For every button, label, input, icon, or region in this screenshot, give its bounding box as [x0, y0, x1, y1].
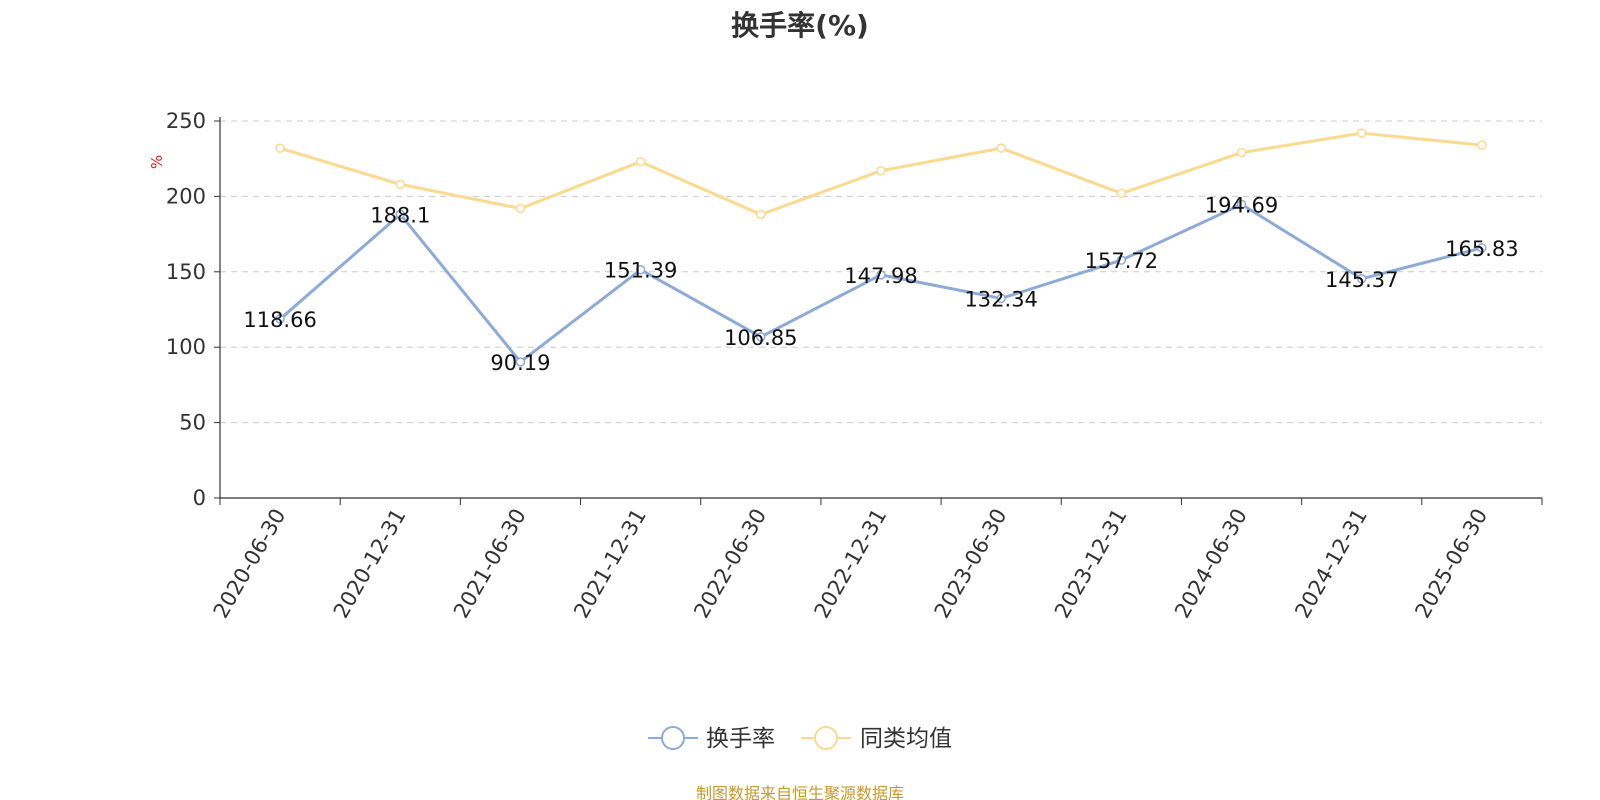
y-tick-label: 150	[166, 260, 206, 284]
x-tick-label: 2022-06-30	[689, 505, 771, 623]
legend-marker-turnover	[661, 726, 685, 750]
x-tick-label: 2020-06-30	[209, 505, 291, 623]
data-point-peer-average	[1477, 140, 1487, 150]
data-point-turnover	[395, 209, 406, 220]
legend-marker-peer-average	[814, 726, 838, 750]
legend-label-turnover: 换手率	[706, 726, 775, 752]
y-tick-label: 50	[179, 411, 206, 435]
data-point-turnover	[635, 264, 646, 275]
data-label: 194.69	[1205, 193, 1278, 217]
data-point-turnover	[756, 332, 766, 342]
data-point-peer-average	[1236, 147, 1247, 158]
y-tick-label: 200	[166, 184, 206, 208]
chart-title: 换手率(%)	[731, 9, 869, 42]
data-point-turnover	[1116, 255, 1127, 265]
data-point-peer-average	[515, 203, 526, 214]
y-tick-label: 0	[193, 486, 206, 510]
legend-label-peer-average: 同类均值	[860, 726, 952, 752]
data-label: 132.34	[964, 287, 1037, 311]
x-tick-label: 2021-12-31	[569, 505, 651, 623]
data-point-peer-average	[275, 143, 285, 153]
data-label: 165.83	[1445, 237, 1518, 261]
data-label: 106.85	[724, 326, 797, 350]
x-tick-label: 2022-12-31	[810, 505, 892, 623]
y-tick-label: 100	[166, 335, 206, 359]
y-axis-unit-label: %	[148, 155, 166, 169]
data-label: 151.39	[604, 259, 677, 283]
data-label: 118.66	[243, 308, 316, 332]
data-label: 188.1	[370, 203, 430, 227]
data-point-turnover	[876, 270, 886, 280]
data-point-turnover	[996, 293, 1006, 304]
data-label: 90.19	[490, 351, 550, 375]
x-tick-label: 2020-12-31	[329, 505, 411, 623]
data-point-turnover	[1236, 199, 1247, 210]
x-tick-label: 2023-06-30	[930, 505, 1012, 623]
data-point-turnover	[1477, 243, 1487, 253]
x-tick-label: 2023-12-31	[1050, 505, 1132, 623]
y-tick-label: 250	[166, 109, 206, 133]
x-tick-label: 2021-06-30	[449, 505, 531, 623]
data-label: 147.98	[844, 264, 917, 288]
data-point-peer-average	[1116, 188, 1127, 199]
data-point-peer-average	[395, 179, 406, 190]
data-point-turnover	[1356, 274, 1367, 284]
data-point-turnover	[275, 314, 285, 324]
data-point-peer-average	[635, 156, 646, 167]
data-source-note: 制图数据来自恒生聚源数据库	[695, 784, 904, 800]
data-label: 145.37	[1325, 268, 1398, 292]
data-point-turnover	[515, 357, 526, 367]
data-point-peer-average	[996, 143, 1006, 153]
x-tick-label: 2024-06-30	[1170, 505, 1252, 623]
data-label: 157.72	[1085, 249, 1158, 273]
data-point-peer-average	[1356, 128, 1367, 138]
x-tick-label: 2024-12-31	[1290, 505, 1372, 623]
data-point-peer-average	[756, 209, 766, 220]
data-point-peer-average	[876, 166, 886, 176]
x-tick-label: 2025-06-30	[1410, 505, 1492, 623]
